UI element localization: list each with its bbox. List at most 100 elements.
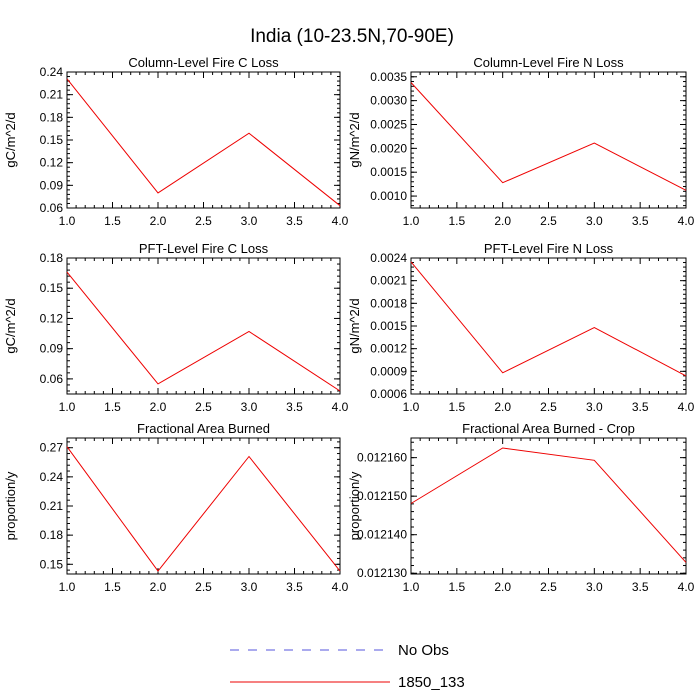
plot-frame — [410, 437, 687, 575]
panel-title: PFT-Level Fire N Loss — [484, 241, 614, 256]
panel-4: PFT-Level Fire N Loss gN/m^2/d 1.0 1.5 2.0 2.… — [347, 241, 695, 414]
series-line-1850-133 — [66, 446, 341, 572]
x-tick-label: 2.0 — [494, 400, 511, 414]
y-tick-label: 0.0035 — [370, 70, 407, 84]
y-tick-label: 0.0015 — [370, 165, 407, 179]
panel-title: Column-Level Fire N Loss — [473, 55, 624, 70]
x-tick-label: 3.5 — [286, 400, 303, 414]
plot-frame — [66, 437, 341, 575]
y-tick-label: 0.0024 — [370, 251, 407, 265]
panel-6: Fractional Area Burned - Crop proportion/… — [347, 421, 695, 594]
panel-5: Fractional Area Burned proportion/y 1.0 1.5… — [3, 421, 349, 594]
series-line-1850-133 — [66, 271, 341, 392]
y-tick-label: 0.0012 — [370, 342, 407, 356]
x-tick-label: 2.5 — [195, 214, 212, 228]
x-tick-label: 4.0 — [332, 400, 349, 414]
series-line-1850-133 — [410, 261, 687, 377]
legend-label-no-obs: No Obs — [398, 642, 449, 659]
x-tick-label: 1.5 — [104, 400, 121, 414]
x-tick-label: 3.5 — [632, 400, 649, 414]
x-tick-label: 1.0 — [59, 400, 76, 414]
x-tick-label: 3.5 — [286, 214, 303, 228]
x-tick-label: 3.0 — [586, 400, 603, 414]
y-tick-label: 0.18 — [40, 110, 64, 124]
y-axis-label: proportion/y — [3, 471, 18, 540]
y-tick-label: 0.15 — [40, 281, 64, 295]
panel-title: Fractional Area Burned - Crop — [462, 421, 635, 436]
x-tick-label: 3.0 — [241, 580, 258, 594]
panels: Column-Level Fire C Loss gC/m^2/d 1.0 1.5 2.… — [3, 55, 695, 594]
y-axis-label: gN/m^2/d — [347, 112, 362, 167]
x-tick-label: 1.0 — [403, 580, 420, 594]
y-tick-label: 0.012130 — [357, 566, 407, 580]
y-tick-label: 0.06 — [40, 372, 64, 386]
y-tick-label: 0.09 — [40, 178, 64, 192]
x-tick-label: 3.0 — [241, 400, 258, 414]
x-tick-label: 2.0 — [494, 214, 511, 228]
panel-title: PFT-Level Fire C Loss — [139, 241, 269, 256]
x-tick-label: 1.0 — [403, 400, 420, 414]
x-tick-label: 2.0 — [150, 214, 167, 228]
y-tick-label: 0.18 — [40, 251, 64, 265]
y-tick-label: 0.0009 — [370, 364, 407, 378]
y-tick-label: 0.09 — [40, 342, 64, 356]
x-tick-label: 2.0 — [150, 580, 167, 594]
plot-frame — [410, 71, 687, 209]
x-tick-label: 2.5 — [195, 580, 212, 594]
y-axis-label: proportion/y — [347, 471, 362, 540]
legend: No Obs 1850_133 — [230, 642, 465, 691]
y-tick-label: 0.0025 — [370, 117, 407, 131]
y-tick-label: 0.18 — [40, 528, 64, 542]
x-tick-label: 1.5 — [448, 214, 465, 228]
x-tick-label: 3.5 — [632, 214, 649, 228]
y-tick-label: 0.12 — [40, 156, 64, 170]
y-tick-label: 0.21 — [40, 88, 64, 102]
x-tick-label: 1.0 — [59, 580, 76, 594]
y-axis-label: gC/m^2/d — [3, 112, 18, 167]
series-line-1850-133 — [66, 78, 341, 207]
y-tick-label: 0.012140 — [357, 528, 407, 542]
x-tick-label: 1.5 — [104, 580, 121, 594]
series-line-1850-133 — [410, 447, 687, 563]
plot-frame — [66, 71, 341, 209]
y-tick-label: 0.06 — [40, 201, 64, 215]
plot-frame — [66, 257, 341, 395]
x-tick-label: 2.5 — [540, 580, 557, 594]
y-tick-label: 0.24 — [40, 65, 64, 79]
y-tick-label: 0.0006 — [370, 387, 407, 401]
y-tick-label: 0.0030 — [370, 94, 407, 108]
panel-1: Column-Level Fire C Loss gC/m^2/d 1.0 1.5 2.… — [3, 55, 349, 228]
legend-label-1850-133: 1850_133 — [398, 674, 465, 691]
panel-title: Column-Level Fire C Loss — [128, 55, 279, 70]
x-tick-label: 1.5 — [448, 580, 465, 594]
x-tick-label: 2.0 — [494, 580, 511, 594]
panel-title: Fractional Area Burned — [137, 421, 270, 436]
x-tick-label: 4.0 — [678, 400, 695, 414]
y-axis-label: gC/m^2/d — [3, 298, 18, 353]
y-tick-label: 0.0015 — [370, 319, 407, 333]
panel-2: Column-Level Fire N Loss gN/m^2/d 1.0 1.5 2.… — [347, 55, 695, 228]
y-tick-label: 0.12 — [40, 311, 64, 325]
x-tick-label: 2.5 — [540, 214, 557, 228]
y-tick-label: 0.24 — [40, 470, 64, 484]
y-tick-label: 0.0020 — [370, 141, 407, 155]
x-tick-label: 3.0 — [586, 580, 603, 594]
x-tick-label: 3.0 — [586, 214, 603, 228]
x-tick-label: 3.5 — [632, 580, 649, 594]
x-tick-label: 4.0 — [332, 214, 349, 228]
x-tick-label: 1.0 — [59, 214, 76, 228]
x-tick-label: 1.0 — [403, 214, 420, 228]
x-tick-label: 1.5 — [448, 400, 465, 414]
y-tick-label: 0.15 — [40, 557, 64, 571]
y-axis-label: gN/m^2/d — [347, 298, 362, 353]
x-tick-label: 2.5 — [195, 400, 212, 414]
x-tick-label: 2.5 — [540, 400, 557, 414]
panel-3: PFT-Level Fire C Loss gC/m^2/d 1.0 1.5 2.0 2.… — [3, 241, 349, 414]
y-tick-label: 0.012150 — [357, 489, 407, 503]
y-tick-label: 0.012160 — [357, 451, 407, 465]
y-tick-label: 0.21 — [40, 499, 64, 513]
y-tick-label: 0.0018 — [370, 296, 407, 310]
figure-title: India (10-23.5N,70-90E) — [250, 26, 454, 47]
x-tick-label: 2.0 — [150, 400, 167, 414]
